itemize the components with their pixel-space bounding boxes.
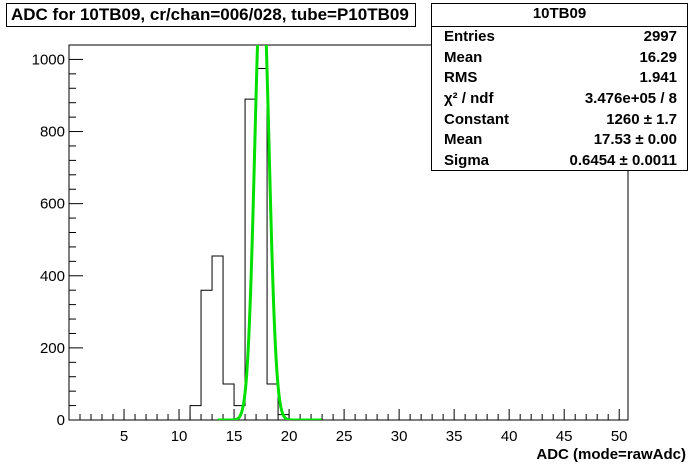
stat-row-sigma: Sigma 0.6454 ± 0.0011 [432, 151, 687, 172]
stats-name: 10TB09 [432, 4, 687, 27]
chart-title-box: ADC for 10TB09, cr/chan=006/028, tube=P1… [6, 3, 416, 27]
x-tick-label: 25 [336, 428, 353, 445]
x-tick-label: 35 [446, 428, 463, 445]
stat-value: 17.53 ± 0.00 [593, 131, 677, 149]
stat-row-fit-mean: Mean 17.53 ± 0.00 [432, 130, 687, 151]
stat-row-constant: Constant 1260 ± 1.7 [432, 110, 687, 131]
x-tick-label: 15 [226, 428, 243, 445]
histogram-bin [212, 256, 223, 420]
stat-value: 16.29 [639, 48, 677, 66]
x-tick-label: 10 [171, 428, 188, 445]
stat-key: Mean [444, 131, 483, 149]
stat-row-chi2: χ² / ndf 3.476e+05 / 8 [432, 89, 687, 110]
stats-box: 10TB09 Entries 2997 Mean 16.29 RMS 1.941 χ²… [431, 3, 688, 171]
stat-value: 1260 ± 1.7 [606, 110, 677, 128]
stat-value: 2997 [643, 28, 677, 45]
stat-key: Entries [444, 28, 495, 45]
x-axis-label: ADC (mode=rawAdc) [536, 446, 686, 463]
stat-row-mean: Mean 16.29 [432, 48, 687, 69]
histogram-bin [267, 384, 278, 420]
histogram-outline [189, 67, 290, 420]
y-tick-label: 200 [40, 340, 65, 357]
x-tick-label: 5 [120, 428, 128, 445]
histogram-bin [223, 384, 234, 420]
y-tick-label: 800 [40, 124, 65, 141]
x-tick-label: 45 [556, 428, 573, 445]
y-tick-label: 1000 [32, 51, 65, 68]
chart-title: ADC for 10TB09, cr/chan=006/028, tube=P1… [11, 5, 409, 24]
stat-row-entries: Entries 2997 [432, 27, 687, 48]
axes-group: 5 10 15 20 25 30 35 40 45 50 0 200 400 600 800 1000 [32, 44, 628, 445]
stat-row-rms: RMS 1.941 [432, 68, 687, 89]
stat-key: Constant [444, 110, 509, 128]
x-tick-label: 30 [391, 428, 408, 445]
x-tick-label: 20 [281, 428, 298, 445]
stat-value: 3.476e+05 / 8 [584, 90, 677, 108]
y-tick-label: 600 [40, 196, 65, 213]
stat-value: 1.941 [639, 69, 677, 87]
stat-key: Sigma [444, 152, 490, 170]
stat-key: RMS [444, 69, 478, 87]
histogram-bin [190, 406, 201, 420]
histogram-group [189, 67, 290, 420]
y-tick-label: 400 [40, 268, 65, 285]
stat-key: χ² / ndf [444, 90, 494, 108]
stat-value: 0.6454 ± 0.0011 [569, 152, 678, 170]
histogram-bin [256, 68, 267, 420]
x-tick-label: 40 [501, 428, 518, 445]
x-tick-label: 50 [611, 428, 628, 445]
fit-group [217, 45, 322, 420]
gaussian-fit-curve [217, 45, 322, 420]
stat-key: Mean [444, 48, 483, 66]
histogram-bin [201, 290, 212, 420]
y-tick-label: 0 [57, 412, 65, 429]
